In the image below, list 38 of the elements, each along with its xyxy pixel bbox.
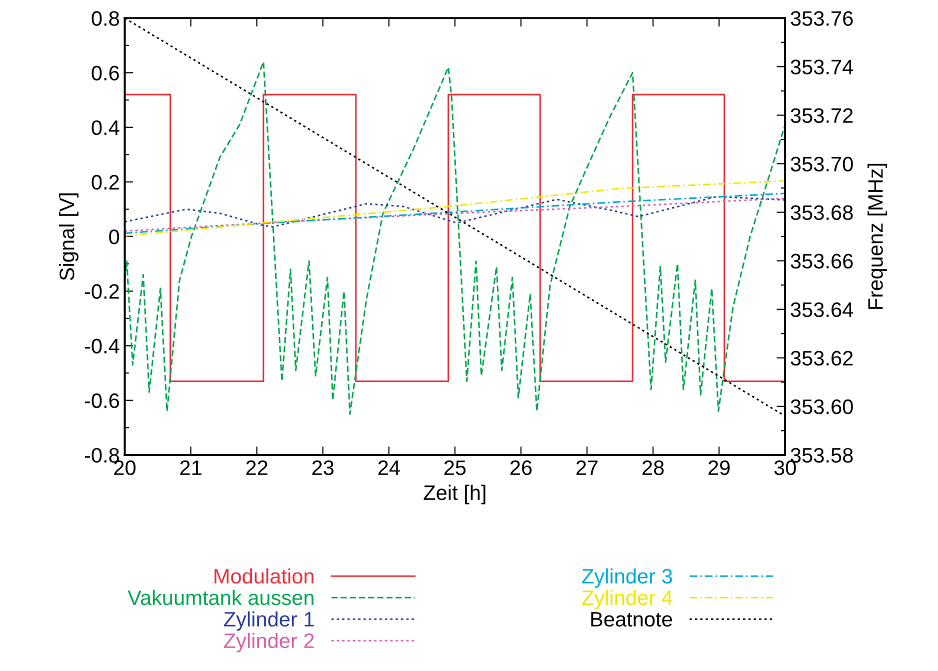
legend-label: Zylinder 1 bbox=[224, 611, 314, 631]
legend-label: Zylinder 2 bbox=[224, 632, 314, 652]
y2-tick-label: 353.76 bbox=[790, 11, 853, 26]
y-tick-label: 0.4 bbox=[92, 120, 120, 136]
legend-label: Vakuumtank aussen bbox=[128, 590, 314, 606]
x-tick-label: 23 bbox=[312, 460, 334, 476]
y-tick-label: -0.2 bbox=[84, 284, 119, 299]
y-tick-label: 0.6 bbox=[92, 66, 119, 80]
x-tick-label: 21 bbox=[180, 460, 202, 475]
y2-tick-label: 353.68 bbox=[790, 205, 853, 220]
y2-tick-label: 353.74 bbox=[790, 60, 854, 74]
x-tick-label: 24 bbox=[378, 460, 400, 475]
legend-label: Modulation bbox=[214, 568, 314, 584]
y2-tick-label: 353.70 bbox=[790, 156, 853, 172]
x-tick-label: 27 bbox=[576, 460, 598, 475]
y-tick-label: 0 bbox=[109, 230, 120, 244]
y-tick-label: 0.8 bbox=[92, 11, 119, 26]
y-tick-label: 0.2 bbox=[92, 174, 119, 190]
y2-axis-title: Frequenz [MHz] bbox=[868, 164, 887, 309]
x-tick-label: 25 bbox=[444, 460, 466, 476]
line-series bbox=[124, 180, 786, 237]
y2-tick-label: 353.60 bbox=[790, 399, 853, 414]
y2-tick-label: 353.64 bbox=[790, 302, 854, 318]
x-tick-label: 22 bbox=[246, 460, 268, 475]
y2-tick-label: 353.62 bbox=[790, 350, 853, 366]
x-tick-label: 26 bbox=[510, 460, 532, 476]
y2-tick-label: 353.66 bbox=[790, 254, 853, 269]
x-tick-label: 29 bbox=[708, 460, 730, 476]
y-axis-title: Signal [V] bbox=[59, 193, 78, 280]
legend-label: Zylinder 4 bbox=[582, 590, 672, 610]
y2-tick-label: 353.72 bbox=[790, 108, 853, 123]
x-axis-title: Zeit [h] bbox=[424, 484, 486, 504]
legend-label: Beatnote bbox=[591, 612, 672, 627]
y-tick-label: -0.4 bbox=[84, 338, 120, 354]
y-tick-label: -0.6 bbox=[84, 393, 119, 408]
legend-label: Zylinder 3 bbox=[582, 568, 672, 588]
line-series bbox=[124, 196, 786, 228]
x-tick-label: 28 bbox=[642, 460, 664, 476]
